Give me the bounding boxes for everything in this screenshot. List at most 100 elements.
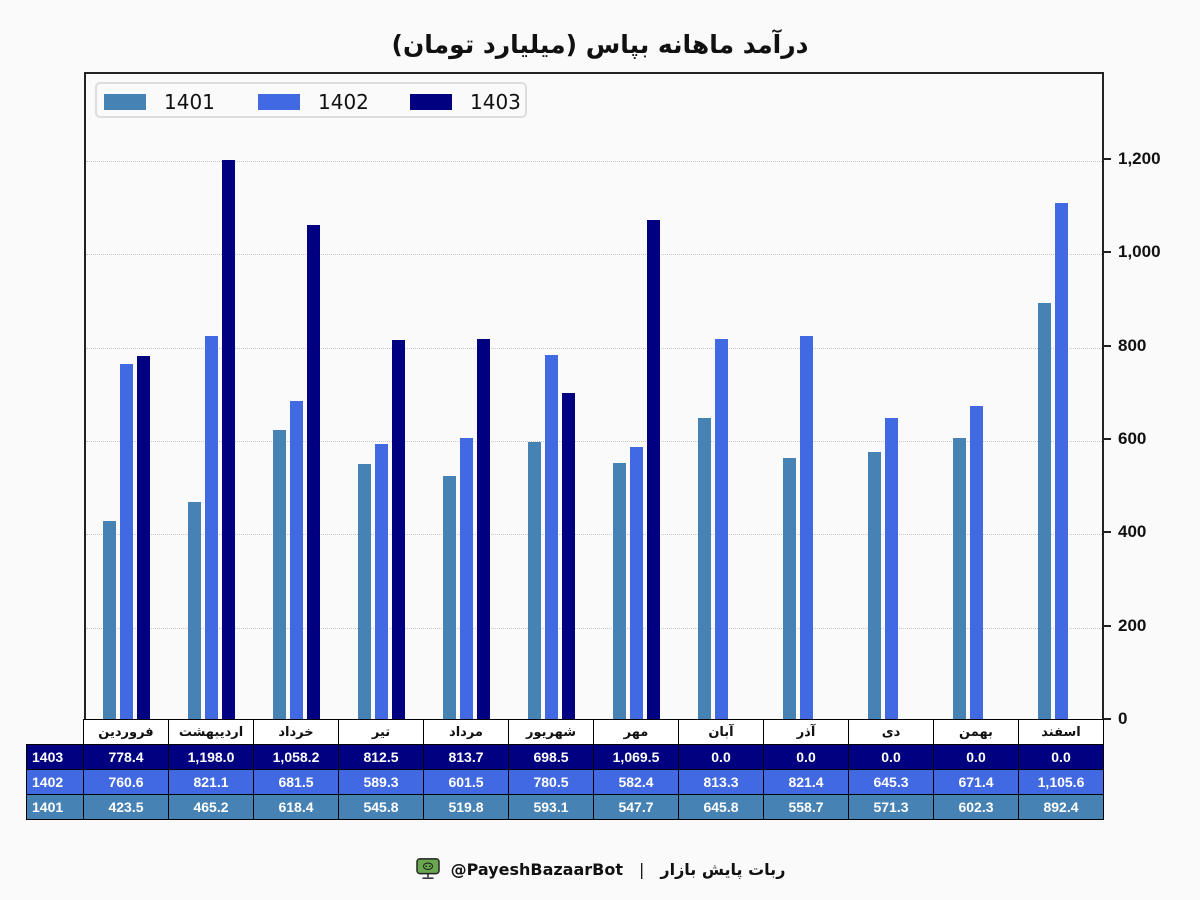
- table-cell: 618.4: [253, 794, 339, 820]
- table-row-1401: 1401 423.5 465.2 618.4 545.8 519.8 593.1 547.7 6…: [26, 794, 1104, 820]
- legend-item-1402: 1402: [258, 90, 369, 114]
- table-cell: 892.4: [1018, 794, 1104, 820]
- table-cell: 813.3: [678, 769, 764, 795]
- y-tick-label: 0: [1118, 709, 1128, 728]
- bar-1401: [868, 452, 881, 719]
- bar-1402: [545, 354, 558, 719]
- table-cell: 593.1: [508, 794, 594, 820]
- table-cell: 519.8: [423, 794, 509, 820]
- month-header: مهر: [593, 719, 679, 745]
- bar-1403: [477, 339, 490, 719]
- bar-1401: [953, 437, 966, 719]
- table-cell: 812.5: [338, 744, 424, 770]
- gridline: [86, 347, 1102, 349]
- footer: @PayeshBazaarBot | ربات پایش بازار: [0, 858, 1200, 880]
- gridline: [86, 254, 1102, 256]
- bar-1401: [358, 464, 371, 719]
- table-cell: 0.0: [763, 744, 849, 770]
- table-cell: 1,069.5: [593, 744, 679, 770]
- month-header: فروردین: [83, 719, 169, 745]
- gridline: [86, 534, 1102, 536]
- y-tick: [1104, 438, 1111, 440]
- bar-1401: [188, 501, 201, 719]
- y-tick-label: 600: [1118, 429, 1147, 448]
- bar-1402: [1055, 203, 1068, 719]
- bar-1403: [137, 355, 150, 719]
- legend-label: 1401: [164, 90, 215, 114]
- bar-1402: [885, 417, 898, 719]
- legend: 1401 1402 1403: [95, 82, 527, 118]
- month-header: بهمن: [933, 719, 1019, 745]
- y-tick-label: 1,000: [1118, 242, 1161, 262]
- separator: |: [639, 859, 645, 879]
- table-cell: 813.7: [423, 744, 509, 770]
- table-cell: 671.4: [933, 769, 1019, 795]
- legend-swatch: [104, 94, 146, 110]
- legend-label: 1403: [470, 90, 521, 114]
- table-row-1402: 1402 760.6 821.1 681.5 589.3 601.5 780.5 582.4 8…: [26, 769, 1104, 795]
- month-header: اسفند: [1018, 719, 1104, 745]
- bot-name: ربات پایش بازار: [660, 859, 786, 879]
- bar-1401: [103, 521, 116, 719]
- legend-item-1403: 1403: [410, 90, 521, 114]
- bar-1401: [528, 442, 541, 719]
- table-cell: 0.0: [1018, 744, 1104, 770]
- y-tick: [1104, 718, 1111, 720]
- table-cell: 602.3: [933, 794, 1019, 820]
- bar-1401: [1038, 302, 1051, 719]
- table-cell: 1,198.0: [168, 744, 254, 770]
- legend-swatch: [258, 94, 300, 110]
- plot-area: [84, 72, 1104, 719]
- month-header: اردیبهشت: [168, 719, 254, 745]
- bar-1402: [205, 335, 218, 719]
- bar-1403: [647, 219, 660, 719]
- month-header: خرداد: [253, 719, 339, 745]
- chart-title: درآمد ماهانه بپاس (میلیارد تومان): [391, 30, 809, 59]
- month-header: تیر: [338, 719, 424, 745]
- month-header: آبان: [678, 719, 764, 745]
- table-cell: 0.0: [678, 744, 764, 770]
- month-header: آذر: [763, 719, 849, 745]
- bar-1402: [715, 339, 728, 719]
- y-tick-label: 400: [1118, 522, 1147, 542]
- table-cell: 681.5: [253, 769, 339, 795]
- y-tick: [1104, 158, 1111, 160]
- table-cell: 1,105.6: [1018, 769, 1104, 795]
- bar-1401: [698, 417, 711, 719]
- row-label: 1403: [26, 744, 84, 770]
- month-header: دی: [848, 719, 934, 745]
- table-cell: 821.4: [763, 769, 849, 795]
- table-cell: 571.3: [848, 794, 934, 820]
- legend-label: 1402: [318, 90, 369, 114]
- y-tick: [1104, 531, 1111, 534]
- table-cell: 423.5: [83, 794, 169, 820]
- table-cell: 645.3: [848, 769, 934, 795]
- table-cell: 0.0: [933, 744, 1019, 770]
- table-cell: 0.0: [848, 744, 934, 770]
- table-cell: 545.8: [338, 794, 424, 820]
- gridline: [86, 441, 1102, 442]
- y-tick: [1104, 251, 1111, 254]
- table-row-1403: 1403 778.4 1,198.0 1,058.2 812.5 813.7 698.5 1,…: [26, 744, 1104, 770]
- bar-1402: [460, 438, 473, 719]
- bar-1402: [800, 335, 813, 719]
- bar-1401: [783, 458, 796, 719]
- bar-1402: [630, 447, 643, 719]
- table-cell: 589.3: [338, 769, 424, 795]
- bar-1402: [290, 400, 303, 719]
- y-tick: [1104, 624, 1111, 627]
- bar-1402: [970, 405, 983, 719]
- table-cell: 465.2: [168, 794, 254, 820]
- bot-handle: @PayeshBazaarBot: [450, 859, 623, 879]
- table-cell: 547.7: [593, 794, 679, 820]
- table-cell: 698.5: [508, 744, 594, 770]
- bar-1403: [562, 393, 575, 719]
- table-cell: 645.8: [678, 794, 764, 820]
- gridline: [86, 161, 1102, 162]
- bar-1402: [375, 444, 388, 719]
- gridline: [86, 627, 1102, 629]
- table-cell: 582.4: [593, 769, 679, 795]
- month-header: شهریور: [508, 719, 594, 745]
- legend-swatch: [410, 94, 452, 110]
- bar-1403: [222, 159, 235, 719]
